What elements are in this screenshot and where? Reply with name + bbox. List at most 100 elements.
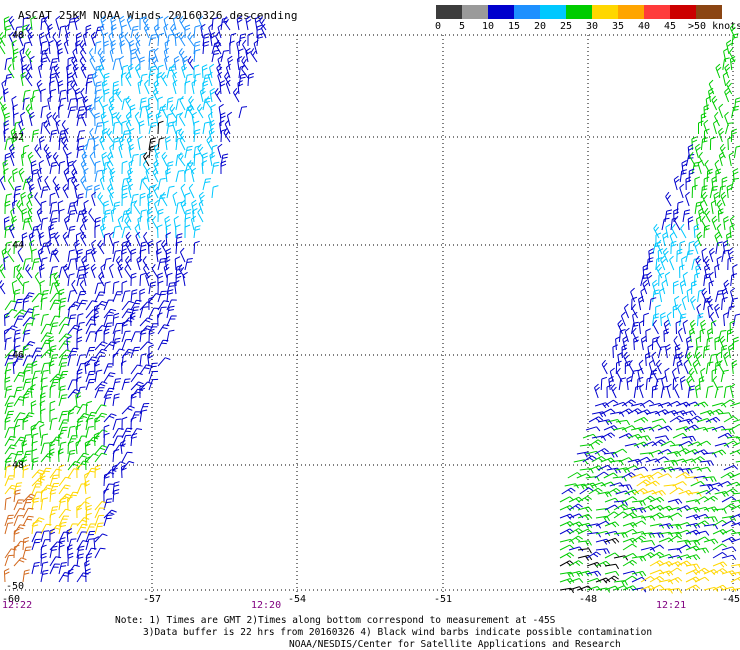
wind-barb [76, 368, 83, 383]
wind-barb [603, 399, 619, 407]
wind-barb [165, 168, 172, 183]
wind-barb [112, 393, 120, 407]
wind-barb [139, 272, 146, 287]
wind-barb [49, 384, 56, 399]
wind-barb [175, 201, 184, 215]
wind-barb [0, 175, 6, 191]
wind-barb [685, 554, 701, 561]
wind-barb [1, 247, 8, 263]
wind-barb [130, 372, 143, 383]
note-line-1: Note: 1) Times are GMT 2)Times along bot… [115, 615, 556, 626]
wind-barb [655, 257, 663, 271]
wind-barb [103, 120, 109, 135]
wind-barb [727, 305, 735, 319]
wind-barb [709, 136, 716, 151]
wind-barb [175, 233, 183, 247]
wind-barb [22, 369, 31, 383]
wind-barb [22, 323, 33, 335]
wind-barb [94, 360, 100, 375]
wind-barb [197, 207, 204, 223]
wind-barb [103, 372, 116, 383]
wind-barb [721, 249, 730, 263]
wind-barb [25, 264, 33, 279]
wind-barb [45, 151, 52, 167]
wind-barb [38, 31, 45, 47]
wind-barb [3, 128, 9, 143]
wind-barb [238, 48, 244, 63]
wind-barb [202, 152, 208, 167]
colorbar-segment [670, 5, 696, 19]
wind-barb [685, 249, 694, 263]
wind-barb [85, 496, 91, 511]
wind-barb [4, 328, 10, 343]
wind-barb [55, 119, 61, 135]
wind-barb [4, 554, 14, 567]
wind-barb [671, 367, 677, 383]
wind-barb [577, 506, 593, 513]
wind-barb [664, 209, 673, 223]
wind-barb [110, 39, 117, 55]
wind-barb [612, 448, 628, 455]
wind-barb [166, 112, 174, 127]
wind-barb [179, 15, 186, 31]
wind-barb [187, 104, 195, 119]
wind-barb [28, 231, 35, 247]
wind-barb [184, 224, 191, 239]
time-labels: 12:22 12:20 12:21 [2, 600, 686, 611]
wind-barb [693, 401, 709, 408]
wind-barb [703, 104, 710, 119]
wind-barb [727, 247, 734, 263]
wind-barb [94, 112, 100, 127]
wind-barb [245, 47, 252, 63]
wind-barb [134, 223, 141, 239]
wind-barb [667, 567, 682, 575]
wind-barb [665, 191, 672, 207]
wind-barb [139, 56, 145, 71]
wind-barb [55, 39, 62, 55]
wind-barb [125, 239, 132, 255]
wind-barb [604, 504, 620, 511]
wind-barb [681, 256, 687, 271]
wind-barb [166, 161, 174, 175]
wind-barb [127, 63, 134, 79]
wind-barb [101, 151, 108, 167]
wind-barb [178, 152, 186, 167]
wind-barb [577, 585, 593, 591]
wind-barb [682, 319, 688, 335]
wind-barb [679, 264, 685, 279]
wind-barb [187, 160, 195, 175]
wind-barb [13, 451, 24, 463]
wind-barb [672, 481, 687, 487]
colorbar-segment [462, 5, 488, 19]
wind-barb [669, 231, 675, 247]
wind-barb [623, 351, 630, 367]
wind-barb [84, 480, 91, 495]
wind-barb [63, 127, 69, 143]
wind-barb [2, 87, 9, 103]
wind-barb [660, 312, 666, 327]
wind-barb [112, 225, 121, 239]
wind-barb [253, 39, 259, 55]
wind-barb [4, 325, 18, 335]
wind-barb [603, 472, 618, 479]
wind-barb [58, 160, 66, 175]
colorbar-label: 20 [534, 21, 547, 32]
wind-barb [678, 489, 693, 496]
wind-barb [40, 539, 51, 551]
wind-barb [118, 55, 124, 71]
wind-barb [179, 247, 186, 263]
wind-barb [31, 248, 37, 263]
wind-barb [631, 296, 638, 311]
wind-barb [4, 193, 13, 207]
wind-barb [259, 16, 267, 31]
wind-barb [22, 97, 30, 111]
wind-barb [91, 71, 98, 87]
wind-barb [723, 488, 738, 495]
wind-barb [112, 121, 120, 135]
wind-barb [696, 440, 712, 447]
wind-barb [700, 185, 708, 199]
wind-barb [58, 370, 69, 383]
wind-barb [201, 160, 208, 175]
wind-barb [161, 151, 168, 167]
wind-barb [67, 273, 75, 287]
